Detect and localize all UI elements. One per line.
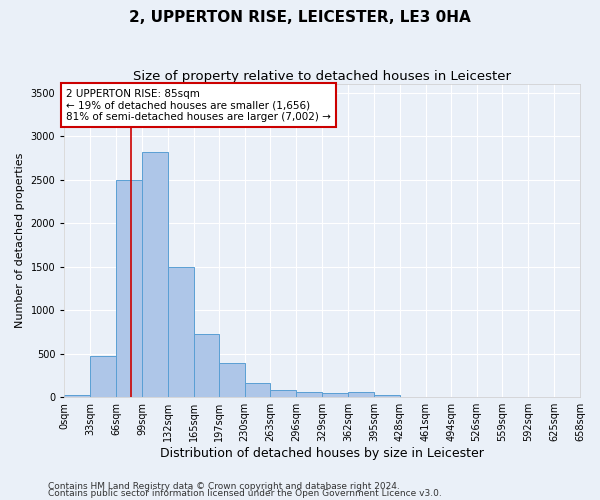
Bar bbox=[348, 392, 374, 397]
Y-axis label: Number of detached properties: Number of detached properties bbox=[15, 153, 25, 328]
Text: 2, UPPERTON RISE, LEICESTER, LE3 0HA: 2, UPPERTON RISE, LEICESTER, LE3 0HA bbox=[129, 10, 471, 25]
Bar bbox=[374, 396, 400, 397]
X-axis label: Distribution of detached houses by size in Leicester: Distribution of detached houses by size … bbox=[160, 447, 484, 460]
Bar bbox=[142, 152, 168, 397]
Text: Contains HM Land Registry data © Crown copyright and database right 2024.: Contains HM Land Registry data © Crown c… bbox=[48, 482, 400, 491]
Bar bbox=[194, 334, 219, 397]
Bar bbox=[296, 392, 322, 397]
Text: Contains public sector information licensed under the Open Government Licence v3: Contains public sector information licen… bbox=[48, 489, 442, 498]
Bar bbox=[168, 267, 194, 397]
Title: Size of property relative to detached houses in Leicester: Size of property relative to detached ho… bbox=[133, 70, 511, 83]
Text: 2 UPPERTON RISE: 85sqm
← 19% of detached houses are smaller (1,656)
81% of semi-: 2 UPPERTON RISE: 85sqm ← 19% of detached… bbox=[66, 88, 331, 122]
Bar bbox=[322, 393, 348, 397]
Bar bbox=[245, 384, 271, 397]
Bar bbox=[116, 180, 142, 397]
Bar bbox=[271, 390, 296, 397]
Bar bbox=[219, 364, 245, 397]
Bar bbox=[64, 396, 90, 397]
Bar bbox=[90, 356, 116, 397]
